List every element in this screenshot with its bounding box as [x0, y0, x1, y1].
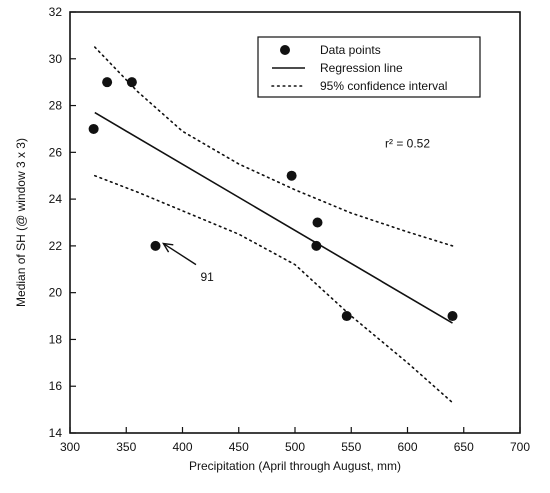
legend-marker-points	[280, 45, 290, 55]
y-axis-label: Median of SH (@ window 3 x 3)	[14, 138, 28, 307]
data-point	[102, 77, 113, 88]
annotation-91: 91	[201, 270, 215, 284]
y-tick-label: 28	[49, 99, 63, 113]
x-tick-label: 550	[341, 440, 361, 454]
x-axis-label: Precipitation (April through August, mm)	[189, 459, 401, 473]
data-point	[88, 123, 99, 134]
legend-label-ci: 95% confidence interval	[320, 79, 447, 93]
ci-upper-line	[94, 46, 454, 247]
annotation-arrow	[162, 242, 197, 266]
x-tick-label: 500	[285, 440, 305, 454]
y-tick-label: 18	[49, 332, 63, 346]
legend-label-points: Data points	[320, 43, 381, 57]
data-point	[150, 240, 161, 251]
x-tick-label: 600	[397, 440, 417, 454]
x-tick-label: 650	[454, 440, 474, 454]
x-tick-label: 350	[116, 440, 136, 454]
data-point	[286, 170, 297, 181]
y-tick-label: 22	[49, 239, 63, 253]
data-point	[341, 311, 352, 322]
y-tick-label: 26	[49, 145, 63, 159]
y-tick-label: 30	[49, 52, 63, 66]
legend-label-regression: Regression line	[320, 61, 403, 75]
y-tick-label: 32	[49, 5, 63, 19]
x-tick-label: 400	[172, 440, 192, 454]
y-tick-label: 16	[49, 379, 63, 393]
y-tick-label: 24	[49, 192, 63, 206]
data-point	[447, 311, 458, 322]
data-point	[311, 240, 322, 251]
data-point	[126, 77, 137, 88]
x-tick-label: 450	[229, 440, 249, 454]
x-tick-label: 700	[510, 440, 530, 454]
legend-box	[257, 36, 481, 98]
y-tick-label: 20	[49, 286, 63, 300]
data-point	[312, 217, 323, 228]
x-tick-label: 300	[60, 440, 80, 454]
regression-line	[94, 111, 453, 324]
y-tick-label: 14	[49, 426, 63, 440]
ci-lower-line	[94, 174, 454, 404]
annotation-arrowhead	[162, 242, 174, 253]
r-squared-annotation: r² = 0.52	[385, 137, 430, 151]
